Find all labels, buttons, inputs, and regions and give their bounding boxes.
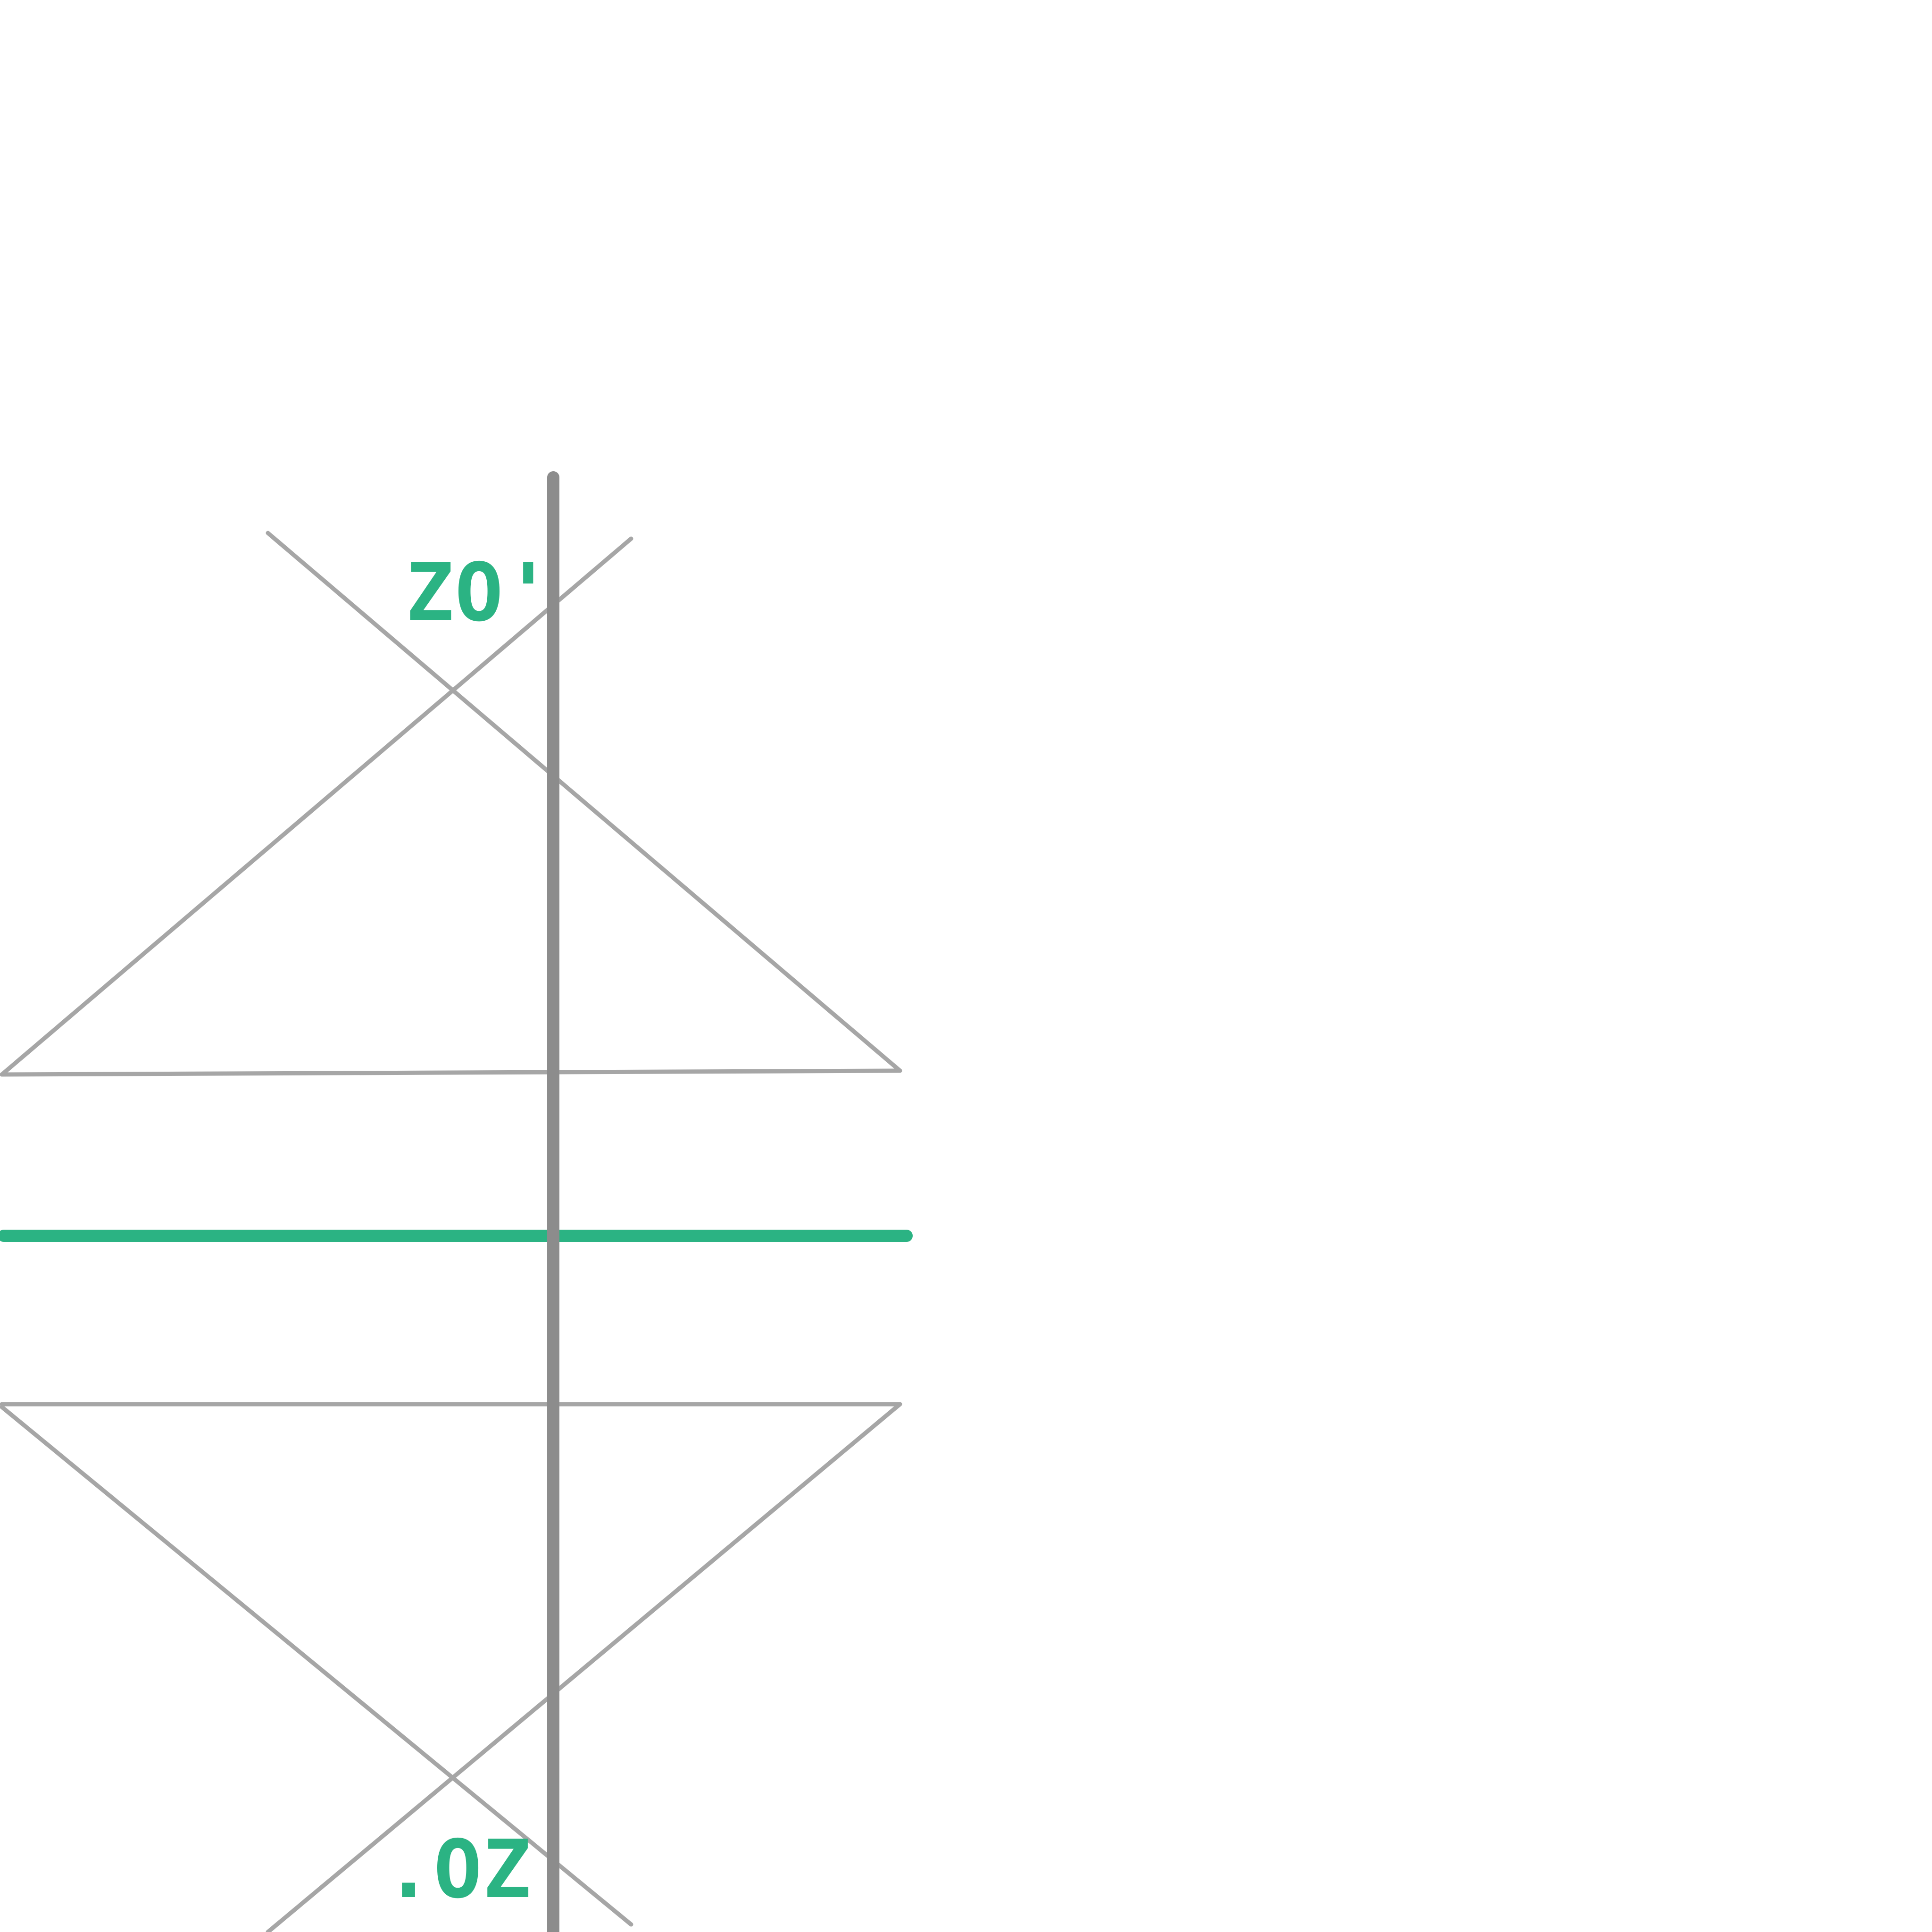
bottom-label: .OZ	[384, 1823, 532, 1916]
lower-guide-lines	[0, 1402, 902, 1932]
upper-diagonal-left	[0, 536, 633, 1077]
lower-diagonal-left	[0, 1405, 633, 1927]
lower-diagonal-right	[266, 1402, 902, 1932]
top-label: ZO'	[406, 546, 553, 640]
upper-diagonal-right	[266, 531, 902, 1073]
upper-guide-lines	[0, 531, 902, 1077]
upper-base-line	[0, 1068, 902, 1077]
